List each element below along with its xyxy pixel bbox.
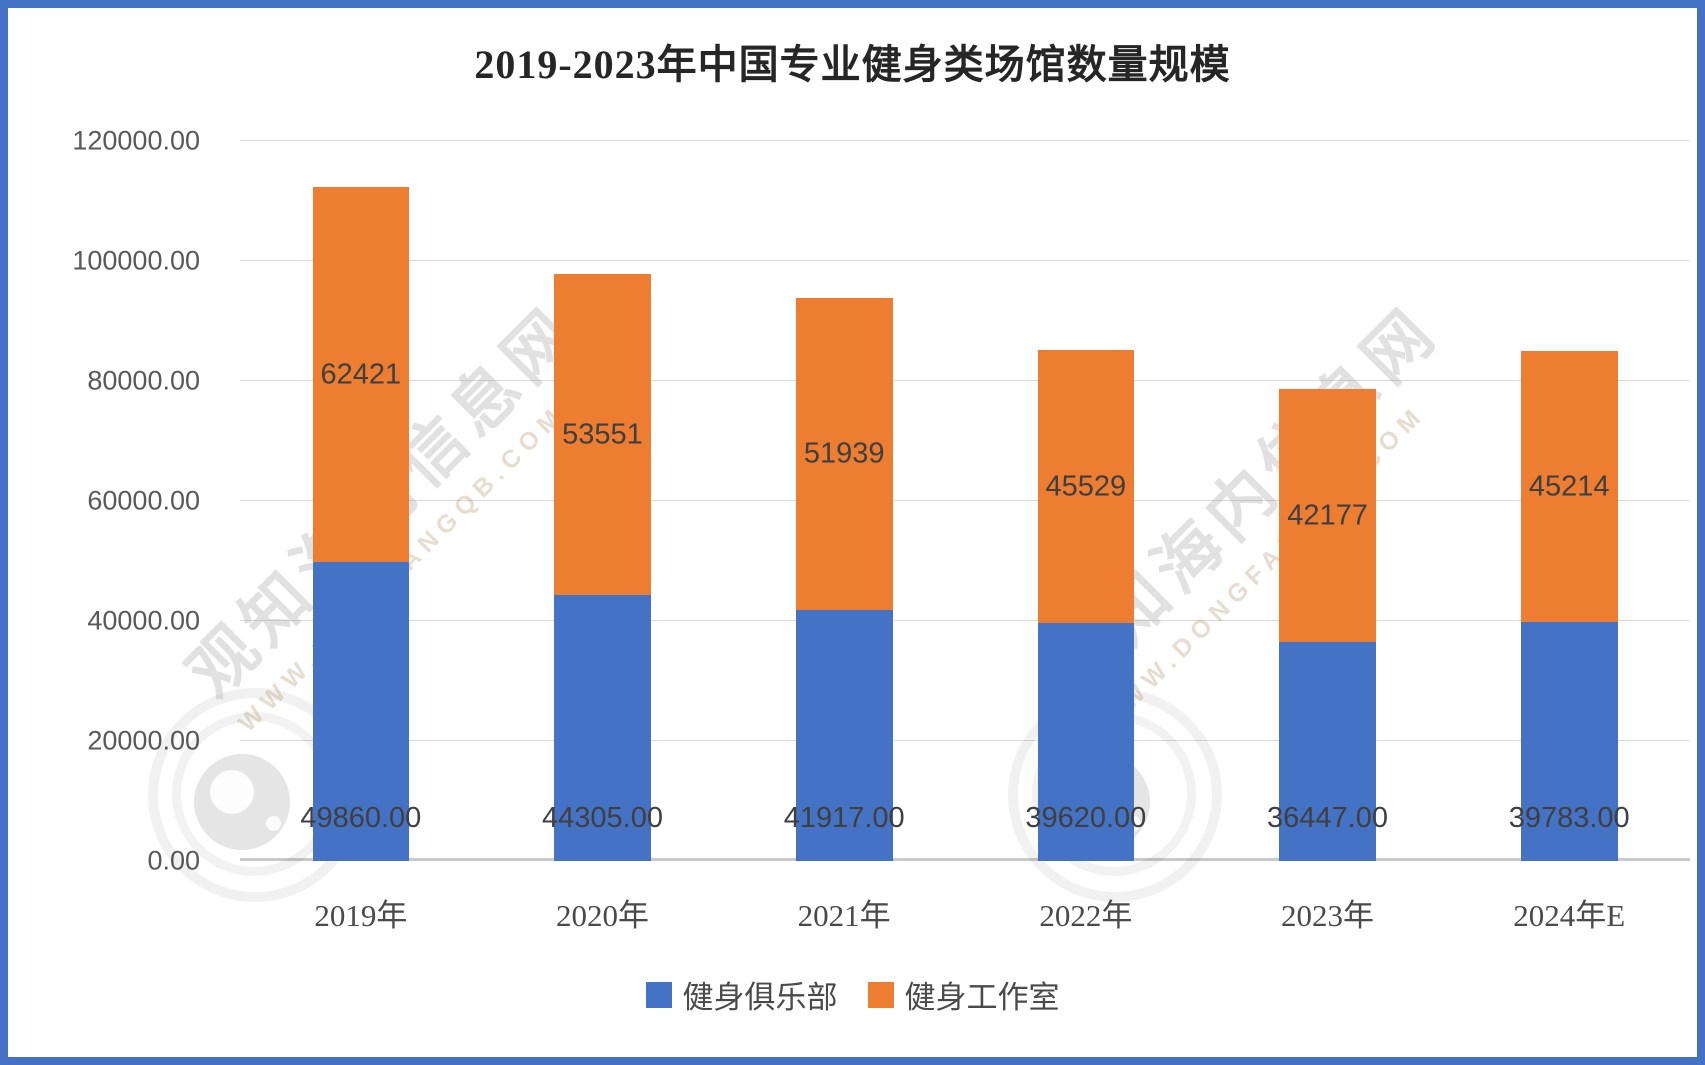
x-tick-label: 2020年: [556, 898, 649, 933]
data-label: 39620.00: [1025, 802, 1147, 834]
legend-swatch-icon: [867, 981, 894, 1008]
gridline: [240, 260, 1690, 261]
y-tick-label: 20000.00: [87, 725, 200, 756]
data-label: 36447.00: [1267, 802, 1388, 834]
y-axis-labels: 0.00 20000.00 40000.00 60000.00 80000.00 1000…: [16, 126, 214, 876]
bar-segment-top: 42177: [1279, 389, 1376, 643]
gridlines: [240, 140, 1690, 861]
data-label: 45214: [1528, 470, 1610, 503]
legend-item: 健身俱乐部: [645, 972, 838, 1017]
bar-stack: 53551: [554, 273, 651, 861]
data-label: 53551: [562, 418, 643, 451]
gridline: [240, 500, 1690, 501]
bar-segment-bottom: [1520, 622, 1618, 861]
bar-stack: 45529: [1037, 350, 1135, 861]
bar-segment-bottom: [795, 609, 893, 861]
x-tick-label: 2024年E: [1513, 898, 1626, 933]
data-label: 45529: [1045, 470, 1127, 503]
y-tick-label: 0.00: [147, 845, 200, 876]
bar-segment-bottom: [1037, 623, 1135, 861]
bar-column: 39620.00 45529: [965, 141, 1207, 861]
legend-label: 健身俱乐部: [682, 980, 838, 1015]
gridline: [240, 858, 1690, 861]
bar-column: 41917.00 51939: [723, 141, 965, 861]
bar-segment-top: 51939: [795, 297, 893, 610]
gridline: [240, 140, 1690, 141]
bar-segment-bottom: [312, 561, 410, 861]
legend: 健身俱乐部 健身工作室: [8, 972, 1697, 1017]
bar-column: 44305.00 53551: [482, 141, 724, 861]
y-tick-label: 40000.00: [87, 605, 200, 636]
data-label: 51939: [803, 437, 885, 470]
bar-segment-top: 62421: [312, 187, 410, 562]
gridline: [240, 380, 1690, 381]
bar-segment-bottom: [1279, 642, 1376, 861]
legend-item: 健身工作室: [867, 972, 1060, 1017]
bar-stack: 42177: [1279, 389, 1376, 861]
gridline: [240, 620, 1690, 621]
x-tick-label: 2022年: [1039, 898, 1133, 933]
legend-swatch-icon: [645, 981, 672, 1008]
data-label: 44305.00: [542, 802, 663, 834]
x-axis-labels: 2019年 2020年 2021年 2022年 2023年 2024年E: [240, 890, 1690, 935]
chart-title: 2019-2023年中国专业健身类场馆数量规模: [474, 42, 1231, 87]
data-label: 42177: [1287, 499, 1368, 532]
x-tick-label: 2021年: [797, 898, 891, 933]
bar-column: 39783.00 45214: [1448, 141, 1690, 861]
y-tick-label: 80000.00: [87, 365, 200, 396]
y-tick-label: 120000.00: [72, 125, 200, 156]
data-label: 41917.00: [783, 802, 905, 834]
plot-area: 49860.00 62421 44305.00 53551 41917.00 51939 3…: [240, 140, 1690, 861]
bar-column: 49860.00 62421: [240, 141, 482, 861]
y-tick-label: 60000.00: [87, 485, 200, 516]
data-label: 39783.00: [1508, 802, 1630, 834]
x-tick-label: 2019年: [314, 898, 408, 933]
bar-segment-top: 45214: [1520, 351, 1618, 623]
bar-segment-top: 45529: [1037, 350, 1135, 624]
legend-label: 健身工作室: [904, 980, 1060, 1015]
gridline: [240, 740, 1690, 741]
bar-column: 36447.00 42177: [1207, 141, 1449, 861]
x-tick-label: 2023年: [1281, 898, 1375, 933]
bars: 49860.00 62421 44305.00 53551 41917.00 51939 3…: [240, 141, 1690, 861]
y-tick-label: 100000.00: [72, 245, 200, 276]
bar-segment-top: 53551: [554, 273, 651, 596]
data-label: 49860.00: [300, 802, 422, 834]
bar-stack: 45214: [1520, 351, 1618, 861]
bar-segment-bottom: [554, 595, 651, 861]
data-label: 62421: [320, 358, 402, 391]
bar-stack: 62421: [312, 187, 410, 861]
bar-stack: 51939: [795, 297, 893, 861]
